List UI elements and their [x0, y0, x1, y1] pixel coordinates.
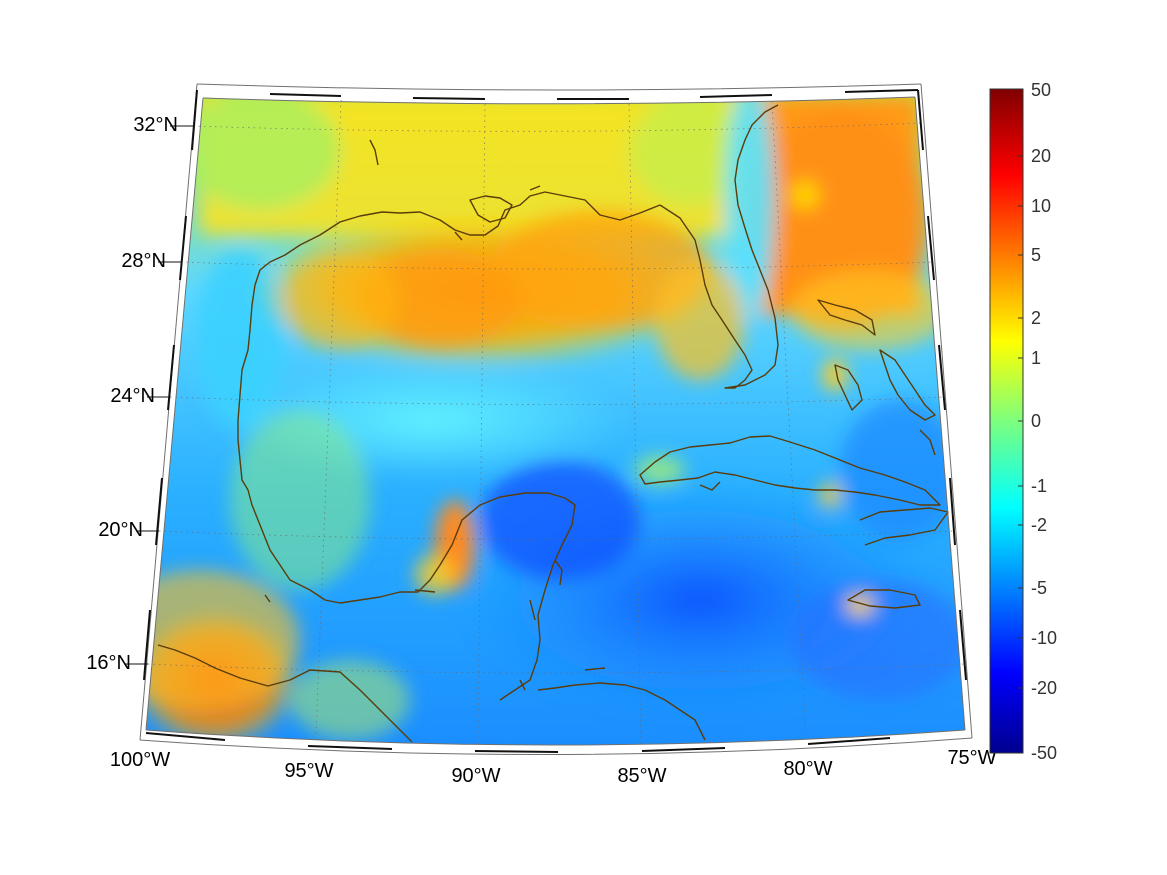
map-frame — [139, 83, 973, 756]
colorbar-tick-label: 20 — [1031, 146, 1051, 166]
colorbar-tick-label: 5 — [1031, 245, 1041, 265]
lat-label: 32°N — [133, 114, 178, 136]
colorbar-tick-label: -10 — [1031, 628, 1057, 648]
colorbar-tick-label: 0 — [1031, 411, 1041, 431]
colorbar-tick-label: 1 — [1031, 348, 1041, 368]
coast-cuba — [639, 435, 941, 506]
colorbar: 50 20 10 5 2 1 0 -1 -2 -5 -10 -20 -50 — [989, 80, 1057, 763]
lon-labels: 100°W 95°W 90°W 85°W 80°W 75°W — [110, 747, 997, 787]
colorbar-tick-label: 10 — [1031, 196, 1051, 216]
colorbar-tick-label: -5 — [1031, 578, 1047, 598]
coast-florida — [659, 104, 779, 389]
lon-label: 80°W — [783, 758, 832, 780]
lat-label: 20°N — [98, 519, 143, 541]
colorbar-tick-label: -1 — [1031, 476, 1047, 496]
lon-label: 100°W — [110, 749, 170, 771]
lat-label: 16°N — [86, 652, 131, 674]
colorbar-tick-label: 2 — [1031, 308, 1041, 328]
colorbar-tick-label: 50 — [1031, 80, 1051, 100]
colorbar-tick-label: -2 — [1031, 515, 1047, 535]
lon-label: 95°W — [284, 760, 333, 782]
lon-label: 75°W — [947, 747, 996, 769]
map-field — [146, 97, 965, 745]
graticule — [147, 99, 966, 746]
coast-jamaica — [847, 589, 921, 609]
coast-bahamas — [817, 299, 936, 456]
lon-label: 85°W — [617, 765, 666, 787]
coast-central-america — [537, 682, 706, 741]
frame-ticks — [143, 89, 967, 753]
colorbar-ramp — [989, 88, 1024, 754]
lat-label: 24°N — [110, 385, 155, 407]
coast-us-mexico — [237, 191, 661, 701]
colorbar-ticks — [1018, 155, 1023, 689]
colorbar-tick-label: -50 — [1031, 743, 1057, 763]
coastlines — [157, 104, 949, 743]
lon-label: 90°W — [451, 765, 500, 787]
lat-label: 28°N — [121, 250, 166, 272]
lat-labels: 32°N 28°N 24°N 20°N 16°N — [86, 114, 193, 674]
colorbar-tick-label: -20 — [1031, 678, 1057, 698]
